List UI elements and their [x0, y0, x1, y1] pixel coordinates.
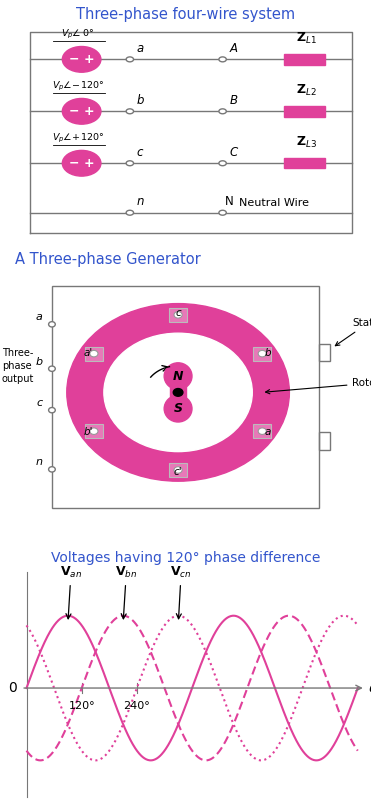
Ellipse shape: [164, 395, 192, 422]
Text: b: b: [264, 348, 271, 358]
Circle shape: [126, 109, 134, 114]
Text: $\mathbf{Z}_{L2}$: $\mathbf{Z}_{L2}$: [296, 83, 316, 97]
Text: S: S: [174, 402, 183, 415]
Circle shape: [219, 161, 226, 165]
Text: N: N: [224, 195, 233, 208]
Text: c: c: [36, 398, 43, 408]
Circle shape: [173, 388, 183, 397]
Text: C: C: [229, 146, 237, 159]
Circle shape: [90, 428, 98, 435]
Text: +: +: [84, 157, 94, 169]
Text: $V_p\angle\!-\!120°$: $V_p\angle\!-\!120°$: [52, 79, 104, 92]
Text: 240°: 240°: [124, 701, 150, 711]
Circle shape: [62, 150, 101, 176]
Circle shape: [90, 350, 98, 357]
Text: +: +: [84, 105, 94, 118]
Bar: [284, 106, 325, 117]
Text: Voltages having 120° phase difference: Voltages having 120° phase difference: [51, 551, 320, 565]
Bar: [52, 285, 319, 508]
Text: a: a: [137, 42, 144, 55]
Text: n: n: [36, 457, 43, 467]
Text: $\mathbf{Z}_{L1}$: $\mathbf{Z}_{L1}$: [296, 31, 316, 45]
Text: A: A: [229, 42, 237, 55]
Circle shape: [49, 322, 55, 327]
Text: b': b': [84, 427, 93, 437]
Text: $\mathbf{V}_{bn}$: $\mathbf{V}_{bn}$: [115, 565, 138, 619]
Bar: [284, 54, 325, 65]
Circle shape: [62, 98, 101, 124]
Circle shape: [104, 333, 252, 452]
Text: $\omega t$: $\omega t$: [368, 681, 371, 694]
Circle shape: [258, 350, 266, 357]
Text: c: c: [137, 146, 143, 159]
Circle shape: [126, 210, 134, 215]
Text: Stator: Stator: [335, 318, 371, 345]
FancyBboxPatch shape: [169, 463, 187, 477]
Text: $V_p\angle\,0°$: $V_p\angle\,0°$: [62, 28, 94, 41]
Bar: [170, 376, 186, 409]
Text: +: +: [84, 53, 94, 66]
Circle shape: [62, 46, 101, 72]
FancyBboxPatch shape: [253, 346, 271, 361]
Text: $\mathbf{V}_{cn}$: $\mathbf{V}_{cn}$: [170, 565, 192, 619]
Bar: [319, 432, 330, 450]
Circle shape: [67, 303, 289, 481]
Text: c: c: [175, 308, 181, 318]
Text: a: a: [265, 427, 271, 437]
Text: 120°: 120°: [68, 701, 95, 711]
Ellipse shape: [164, 363, 192, 389]
Text: Neutral Wire: Neutral Wire: [239, 198, 309, 208]
Text: B: B: [229, 94, 237, 107]
Circle shape: [126, 161, 134, 165]
Text: c': c': [174, 467, 183, 478]
Circle shape: [258, 428, 266, 435]
FancyBboxPatch shape: [85, 424, 103, 438]
Bar: [284, 158, 325, 169]
Text: b: b: [36, 357, 43, 367]
Circle shape: [219, 57, 226, 62]
Circle shape: [49, 407, 55, 413]
Circle shape: [49, 366, 55, 371]
FancyBboxPatch shape: [169, 307, 187, 322]
Circle shape: [174, 311, 182, 318]
Text: a': a': [84, 348, 93, 358]
Circle shape: [174, 466, 182, 473]
Text: a: a: [36, 312, 43, 322]
Text: 0: 0: [9, 681, 17, 695]
Text: n: n: [137, 195, 144, 208]
Circle shape: [126, 57, 134, 62]
Text: Rotor: Rotor: [266, 379, 371, 394]
FancyBboxPatch shape: [253, 424, 271, 438]
Circle shape: [219, 109, 226, 114]
Text: $\mathbf{Z}_{L3}$: $\mathbf{Z}_{L3}$: [296, 135, 316, 150]
Text: −: −: [69, 53, 79, 66]
Text: −: −: [69, 157, 79, 169]
Text: A Three-phase Generator: A Three-phase Generator: [15, 251, 201, 267]
Text: $V_p\angle\!+\!120°$: $V_p\angle\!+\!120°$: [52, 131, 104, 144]
Text: N: N: [173, 370, 183, 383]
Text: Three-
phase
output: Three- phase output: [2, 348, 34, 384]
Text: −: −: [69, 105, 79, 118]
Text: $\mathbf{V}_{an}$: $\mathbf{V}_{an}$: [60, 565, 82, 619]
Circle shape: [219, 210, 226, 215]
Text: Three-phase four-wire system: Three-phase four-wire system: [76, 7, 295, 23]
Text: b: b: [137, 94, 144, 107]
FancyBboxPatch shape: [85, 346, 103, 361]
Circle shape: [49, 466, 55, 472]
Bar: [319, 344, 330, 362]
